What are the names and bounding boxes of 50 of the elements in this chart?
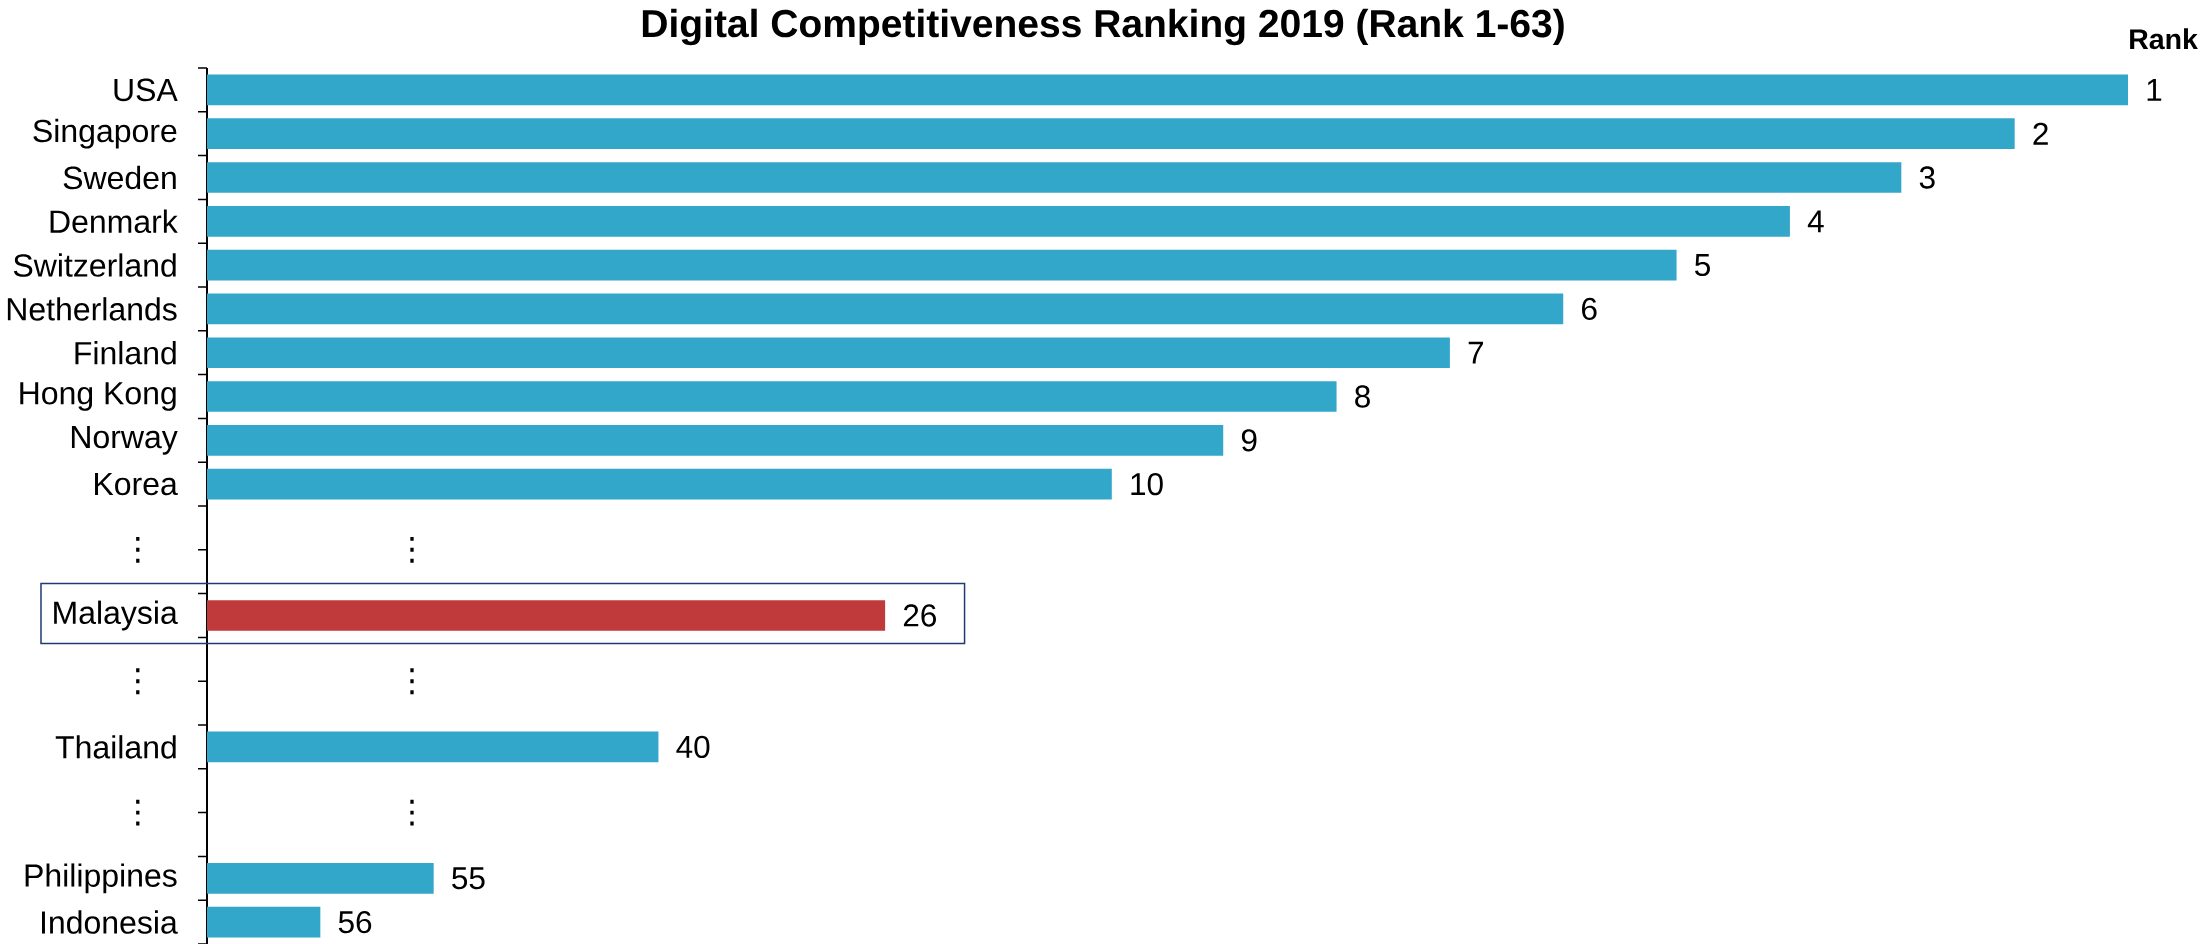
annotation: 9 xyxy=(1241,429,1257,452)
bar xyxy=(207,906,321,938)
annotation: ⋮ xyxy=(410,536,414,563)
annotation: 10 xyxy=(1131,472,1163,496)
annotation: ⋮ xyxy=(410,799,414,826)
y-tick-label: Hong Kong xyxy=(20,382,176,411)
bar xyxy=(207,731,659,763)
chart-title: Digital Competitiveness Ranking 2019 (Rank 1-63) xyxy=(642,8,1564,46)
annotation: 6 xyxy=(1582,297,1597,321)
bar xyxy=(207,249,1677,281)
bar xyxy=(207,381,1337,412)
text: Rank xyxy=(2130,28,2198,50)
annotation: 7 xyxy=(1468,341,1484,364)
y-tick-label: Philippines xyxy=(25,863,177,894)
bar xyxy=(207,205,1790,237)
y-tick-label: Korea xyxy=(95,472,178,496)
annotation: 4 xyxy=(1807,210,1824,233)
bar xyxy=(207,862,434,894)
bar xyxy=(207,600,886,631)
y-tick-label: ⋮ xyxy=(136,668,140,695)
annotation: 5 xyxy=(1695,254,1710,277)
annotation: 8 xyxy=(1355,385,1370,408)
annotation: ⋮ xyxy=(410,668,414,695)
bar xyxy=(207,293,1564,325)
y-tick-label: Thailand xyxy=(55,735,176,759)
annotation: 55 xyxy=(452,867,485,890)
y-tick-label: Sweden xyxy=(63,165,176,190)
y-tick-label: ⋮ xyxy=(136,799,140,826)
y-tick-label: Norway xyxy=(71,425,178,455)
y-tick-label: Malaysia xyxy=(54,600,178,631)
bar xyxy=(207,468,1112,500)
y-tick-label: Indonesia xyxy=(41,910,178,934)
bar xyxy=(207,424,1224,456)
annotation: 1 xyxy=(2147,79,2162,101)
annotation: 56 xyxy=(338,910,372,934)
y-tick-label: USA xyxy=(114,78,178,102)
y-tick-label: Finland xyxy=(75,340,176,365)
bar xyxy=(207,337,1450,369)
annotation: 2 xyxy=(2033,122,2048,145)
annotation: 40 xyxy=(676,735,710,759)
y-tick-label: ⋮ xyxy=(136,536,140,563)
annotation: 3 xyxy=(1919,166,1935,189)
bar xyxy=(207,74,2129,106)
bar xyxy=(207,162,1902,193)
y-tick-label: Singapore xyxy=(33,118,177,149)
y-tick-label: Denmark xyxy=(50,209,178,234)
annotation: 26 xyxy=(903,604,936,627)
y-tick-label: Netherlands xyxy=(7,297,177,321)
y-tick-label: Switzerland xyxy=(13,253,176,277)
bar xyxy=(207,118,2015,150)
